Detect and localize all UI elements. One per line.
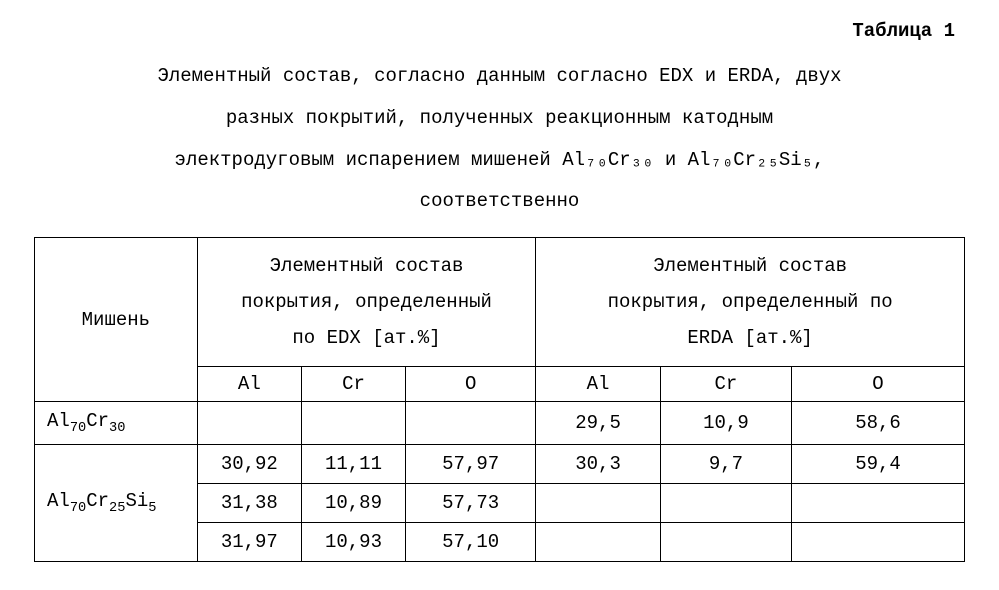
cell-edx-cr: 10,89 (301, 484, 405, 523)
table-header-row-1: Мишень Элементный состав покрытия, опред… (35, 238, 965, 367)
cell-erda-cr (660, 484, 791, 523)
caption-line-3: электродуговым испарением мишеней Al₇₀Cr… (175, 149, 825, 171)
sub-edx-al: Al (197, 367, 301, 402)
cell-erda-cr: 10,9 (660, 402, 791, 445)
sub-edx-cr: Cr (301, 367, 405, 402)
target-label-al70cr25si5: Al70Cr25Si5 (35, 445, 198, 562)
cell-edx-cr: 11,11 (301, 445, 405, 484)
edx-header-line-3: по EDX [ат.%] (292, 327, 440, 349)
cell-erda-al (536, 523, 661, 562)
sub-erda-cr: Cr (660, 367, 791, 402)
cell-erda-cr (660, 523, 791, 562)
cell-edx-o (406, 402, 536, 445)
table-caption: Элементный состав, согласно данным согла… (34, 56, 965, 223)
cell-erda-al: 29,5 (536, 402, 661, 445)
table-row: Al70Cr25Si5 30,92 11,11 57,97 30,3 9,7 5… (35, 445, 965, 484)
cell-erda-cr: 9,7 (660, 445, 791, 484)
sub-edx-o: O (406, 367, 536, 402)
caption-line-2: разных покрытий, полученных реакционным … (226, 107, 773, 129)
cell-edx-al (197, 402, 301, 445)
col-header-target: Мишень (35, 238, 198, 402)
caption-line-1: Элементный состав, согласно данным согла… (157, 65, 841, 87)
cell-edx-cr: 10,93 (301, 523, 405, 562)
cell-erda-o (791, 523, 964, 562)
edx-header-line-2: покрытия, определенный (241, 291, 492, 313)
cell-erda-o (791, 484, 964, 523)
cell-erda-al (536, 484, 661, 523)
cell-erda-al: 30,3 (536, 445, 661, 484)
sub-erda-o: O (791, 367, 964, 402)
cell-edx-cr (301, 402, 405, 445)
erda-header-line-1: Элементный состав (653, 255, 847, 277)
edx-header-line-1: Элементный состав (270, 255, 464, 277)
col-header-edx: Элементный состав покрытия, определенный… (197, 238, 536, 367)
caption-line-4: соответственно (420, 190, 580, 212)
table-row: Al70Cr30 29,5 10,9 58,6 (35, 402, 965, 445)
erda-header-line-3: ERDA [ат.%] (687, 327, 812, 349)
cell-edx-al: 31,38 (197, 484, 301, 523)
sub-erda-al: Al (536, 367, 661, 402)
erda-header-line-2: покрытия, определенный по (608, 291, 893, 313)
target-label-al70cr30: Al70Cr30 (35, 402, 198, 445)
cell-erda-o: 58,6 (791, 402, 964, 445)
cell-edx-al: 31,97 (197, 523, 301, 562)
cell-erda-o: 59,4 (791, 445, 964, 484)
composition-table: Мишень Элементный состав покрытия, опред… (34, 237, 965, 562)
cell-edx-o: 57,10 (406, 523, 536, 562)
cell-edx-o: 57,73 (406, 484, 536, 523)
cell-edx-o: 57,97 (406, 445, 536, 484)
cell-edx-al: 30,92 (197, 445, 301, 484)
table-number-title: Таблица 1 (34, 20, 965, 42)
col-header-erda: Элементный состав покрытия, определенный… (536, 238, 965, 367)
